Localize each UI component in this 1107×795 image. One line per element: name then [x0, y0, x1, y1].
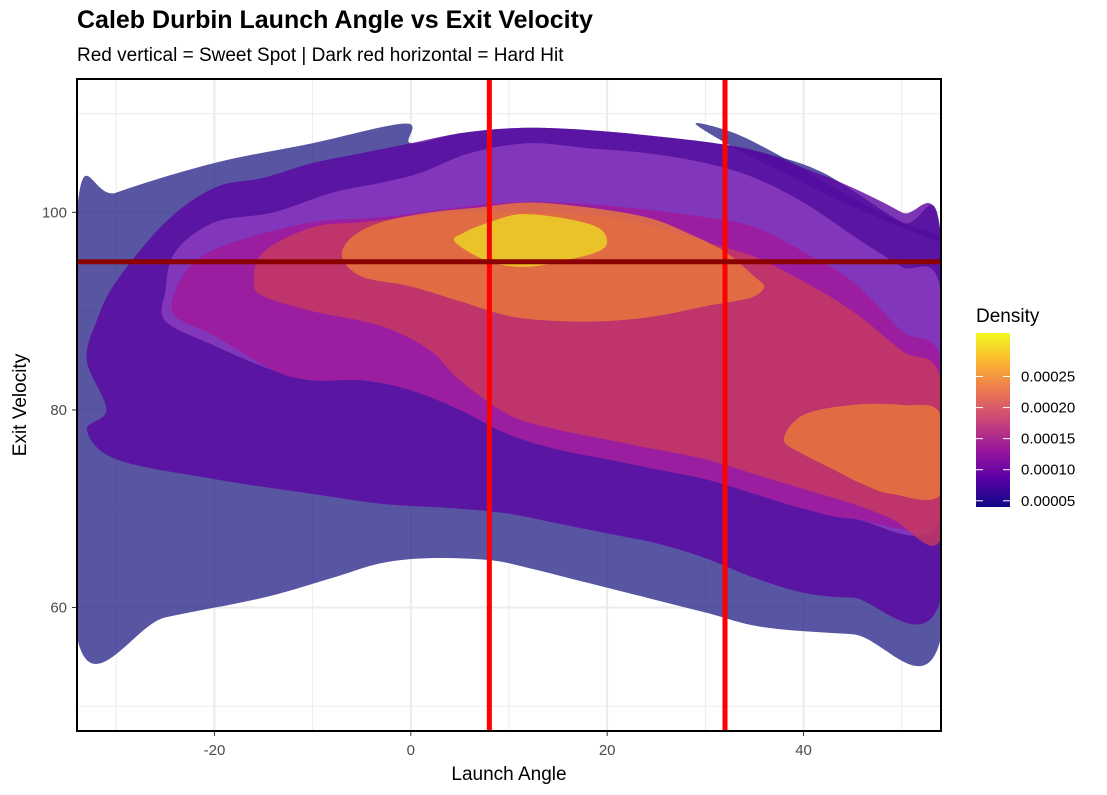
y-axis-title: Exit Velocity	[10, 353, 31, 456]
legend-tick-label: 0.00015	[1021, 431, 1075, 448]
legend-tick-label: 0.00010	[1021, 462, 1075, 479]
density-legend: Density 0.00005 0.00010 0.00015 0.00020 0.00…	[976, 306, 1075, 510]
legend-tick-label: 0.00005	[1021, 493, 1075, 510]
chart-title: Caleb Durbin Launch Angle vs Exit Veloci…	[77, 6, 593, 34]
legend-colorbar	[976, 333, 1010, 507]
x-tick-label: 20	[599, 742, 616, 759]
x-tick-label: 0	[407, 742, 415, 759]
legend-tick-label: 0.00025	[1021, 369, 1075, 386]
y-tick-label: 100	[42, 204, 67, 221]
legend-tick-label: 0.00020	[1021, 400, 1075, 417]
density-band-level-5	[253, 211, 941, 546]
x-tick-label: -20	[204, 742, 226, 759]
x-axis-ticks: -20 0 20 40	[204, 732, 812, 759]
density-band-level-6	[783, 403, 941, 501]
y-tick-label: 80	[50, 402, 67, 419]
reference-lines	[77, 79, 941, 731]
density-band-level-7	[453, 214, 608, 267]
chart-subtitle: Red vertical = Sweet Spot | Dark red hor…	[77, 45, 564, 66]
y-axis-ticks: 60 80 100	[42, 204, 76, 617]
legend-title: Density	[976, 306, 1040, 327]
panel-border	[76, 78, 942, 732]
x-axis-title: Launch Angle	[451, 764, 566, 785]
x-tick-label: 40	[795, 742, 812, 759]
y-tick-label: 60	[50, 600, 67, 617]
